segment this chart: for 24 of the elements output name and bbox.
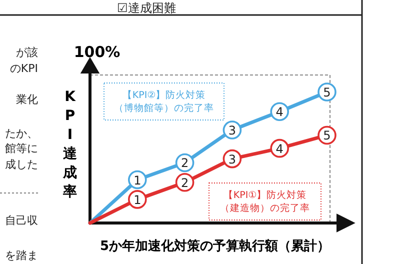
text: ☑達成困難 xyxy=(117,1,176,15)
annotation: 4 xyxy=(276,142,284,156)
x-axis-title: 5か年加速化対策の予算執行額（累計） xyxy=(100,238,330,254)
text: 【KPI①】防火対策（建造物）の完了率 xyxy=(220,189,310,214)
annotation: 4 xyxy=(276,105,284,120)
annotation: 1 xyxy=(134,192,142,207)
annotation: 2 xyxy=(180,156,189,170)
y-axis-title: KPI達成率 xyxy=(62,89,78,200)
text: 業化 xyxy=(16,93,38,106)
text: 館等に xyxy=(5,142,38,155)
text: 100% xyxy=(74,43,120,61)
annotation: 1 xyxy=(134,173,142,188)
text: を踏ま xyxy=(5,249,38,262)
text: 成した xyxy=(5,158,38,171)
text: が該 xyxy=(16,46,38,59)
annotation: 5 xyxy=(323,86,331,100)
text: たか、 xyxy=(5,127,38,140)
text: 自己収 xyxy=(5,214,38,227)
series-label: 【KPI②】防火対策（博物館等）の完了率 xyxy=(114,89,214,114)
annotation: 3 xyxy=(228,123,236,138)
annotation: 5 xyxy=(323,128,331,143)
text: のKPI xyxy=(10,62,38,75)
annotation: 3 xyxy=(228,152,236,166)
annotation: 2 xyxy=(180,176,189,190)
